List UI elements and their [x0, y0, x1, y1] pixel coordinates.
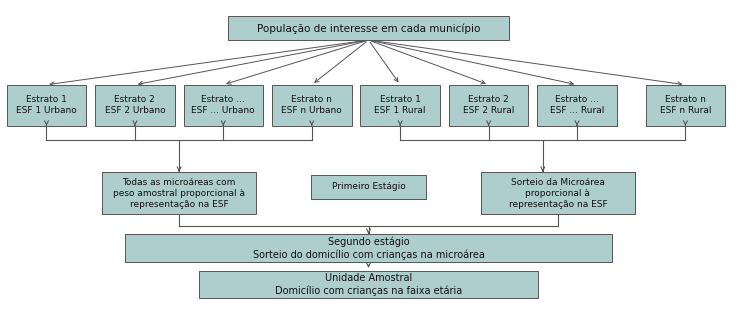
Text: Segundo estágio
Sorteio do domicílio com crianças na microárea: Segundo estágio Sorteio do domicílio com…	[253, 236, 484, 260]
FancyBboxPatch shape	[449, 85, 528, 126]
Text: Estrato 2
ESF 2 Urbano: Estrato 2 ESF 2 Urbano	[105, 95, 165, 115]
FancyBboxPatch shape	[95, 85, 175, 126]
FancyBboxPatch shape	[272, 85, 352, 126]
FancyBboxPatch shape	[125, 234, 612, 262]
Text: Estrato ...
ESF ... Urbano: Estrato ... ESF ... Urbano	[192, 95, 255, 115]
Text: Todas as microáreas com
peso amostral proporcional à
representação na ESF: Todas as microáreas com peso amostral pr…	[113, 177, 245, 209]
Text: Estrato 1
ESF 1 Rural: Estrato 1 ESF 1 Rural	[374, 95, 426, 115]
Text: Estrato 2
ESF 2 Rural: Estrato 2 ESF 2 Rural	[463, 95, 514, 115]
Text: Estrato 1
ESF 1 Urbano: Estrato 1 ESF 1 Urbano	[16, 95, 77, 115]
FancyBboxPatch shape	[102, 172, 256, 214]
FancyBboxPatch shape	[537, 85, 617, 126]
Text: Estrato ...
ESF ... Rural: Estrato ... ESF ... Rural	[550, 95, 604, 115]
FancyBboxPatch shape	[481, 172, 635, 214]
Text: Estrato n
ESF n Urbano: Estrato n ESF n Urbano	[282, 95, 342, 115]
FancyBboxPatch shape	[199, 271, 538, 298]
FancyBboxPatch shape	[360, 85, 440, 126]
FancyBboxPatch shape	[646, 85, 725, 126]
FancyBboxPatch shape	[184, 85, 263, 126]
FancyBboxPatch shape	[228, 16, 509, 40]
Text: Estrato n
ESF n Rural: Estrato n ESF n Rural	[660, 95, 711, 115]
Text: Sorteio da Microárea
proporcional à
representação na ESF: Sorteio da Microárea proporcional à repr…	[509, 177, 607, 209]
Text: Unidade Amostral
Domicílio com crianças na faixa etária: Unidade Amostral Domicílio com crianças …	[275, 273, 462, 296]
Text: População de interesse em cada município: População de interesse em cada município	[256, 23, 481, 34]
FancyBboxPatch shape	[7, 85, 86, 126]
Text: Primeiro Estágio: Primeiro Estágio	[332, 182, 405, 191]
FancyBboxPatch shape	[311, 175, 426, 198]
